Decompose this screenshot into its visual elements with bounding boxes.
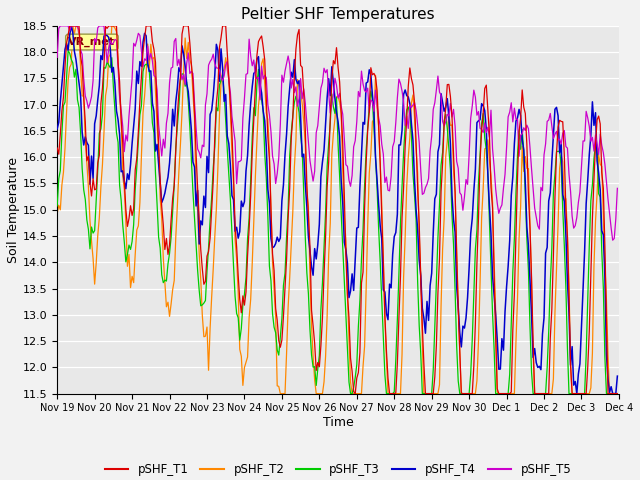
pSHF_T4 (573, 391, 580, 396)
pSHF_T5 (614, 185, 621, 191)
pSHF_T3 (586, 243, 593, 249)
pSHF_T2 (222, 55, 230, 60)
pSHF_T2 (301, 142, 309, 148)
pSHF_T5 (250, 57, 258, 63)
pSHF_T3 (250, 105, 258, 111)
pSHF_T5 (56, 23, 64, 29)
pSHF_T3 (614, 391, 621, 396)
pSHF_T4 (614, 373, 621, 379)
pSHF_T4 (67, 23, 75, 29)
pSHF_T1 (586, 328, 593, 334)
pSHF_T4 (222, 92, 230, 97)
pSHF_T4 (53, 126, 61, 132)
Line: pSHF_T1: pSHF_T1 (57, 26, 618, 394)
pSHF_T4 (586, 152, 593, 157)
pSHF_T1 (300, 90, 308, 96)
pSHF_T2 (124, 264, 131, 269)
Legend: pSHF_T1, pSHF_T2, pSHF_T3, pSHF_T4, pSHF_T5: pSHF_T1, pSHF_T2, pSHF_T3, pSHF_T4, pSHF… (100, 458, 576, 480)
pSHF_T5 (241, 96, 248, 101)
pSHF_T1 (222, 23, 230, 29)
pSHF_T1 (614, 391, 621, 396)
pSHF_T2 (69, 23, 77, 29)
pSHF_T3 (124, 252, 131, 257)
pSHF_T5 (53, 55, 61, 60)
Line: pSHF_T5: pSHF_T5 (57, 26, 618, 240)
pSHF_T1 (53, 145, 61, 151)
pSHF_T3 (64, 48, 72, 54)
pSHF_T2 (53, 211, 61, 216)
pSHF_T1 (124, 224, 131, 229)
pSHF_T3 (347, 391, 355, 396)
Y-axis label: Soil Temperature: Soil Temperature (7, 157, 20, 263)
pSHF_T4 (124, 171, 131, 177)
pSHF_T2 (241, 365, 248, 371)
pSHF_T4 (300, 151, 308, 157)
pSHF_T5 (300, 86, 308, 92)
Line: pSHF_T2: pSHF_T2 (57, 26, 618, 394)
pSHF_T2 (276, 391, 284, 396)
X-axis label: Time: Time (323, 416, 353, 429)
pSHF_T5 (124, 138, 131, 144)
Line: pSHF_T3: pSHF_T3 (57, 51, 618, 394)
pSHF_T1 (351, 391, 359, 396)
pSHF_T3 (300, 189, 308, 195)
pSHF_T3 (222, 118, 230, 123)
pSHF_T1 (250, 116, 258, 121)
Title: Peltier SHF Temperatures: Peltier SHF Temperatures (241, 7, 435, 22)
pSHF_T5 (584, 115, 591, 120)
pSHF_T5 (222, 62, 230, 68)
pSHF_T1 (241, 302, 248, 308)
pSHF_T5 (609, 237, 616, 243)
pSHF_T2 (586, 391, 593, 396)
Line: pSHF_T4: pSHF_T4 (57, 26, 618, 394)
pSHF_T2 (250, 218, 258, 224)
Text: VR_met: VR_met (68, 37, 115, 47)
pSHF_T4 (250, 71, 258, 76)
pSHF_T3 (241, 291, 248, 297)
pSHF_T2 (614, 391, 621, 396)
pSHF_T3 (53, 203, 61, 209)
pSHF_T1 (66, 23, 74, 29)
pSHF_T4 (241, 199, 248, 204)
